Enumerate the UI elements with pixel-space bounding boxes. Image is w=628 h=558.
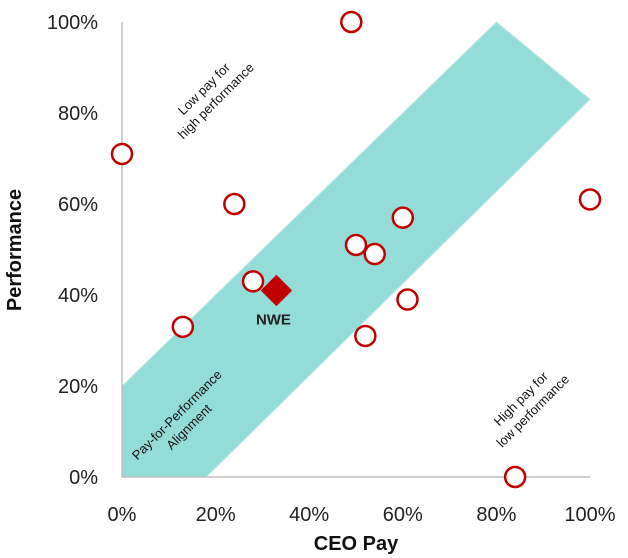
data-points: NWE bbox=[110, 10, 602, 489]
y-tick-label: 80% bbox=[58, 103, 98, 125]
x-tick-label: 80% bbox=[476, 504, 516, 526]
nwe-diamond-point bbox=[260, 274, 293, 307]
x-tick-label: 40% bbox=[289, 504, 329, 526]
peer-circle-point bbox=[396, 288, 419, 311]
peer-circle-point bbox=[391, 206, 415, 229]
y-tick-label: 100% bbox=[47, 12, 98, 34]
y-tick-label: 20% bbox=[58, 376, 98, 398]
peer-circle-point bbox=[241, 270, 265, 293]
peer-circle-point bbox=[363, 242, 386, 266]
y-tick-label: 0% bbox=[69, 467, 98, 489]
x-tick-label: 0% bbox=[108, 504, 137, 526]
peer-circle-point bbox=[503, 465, 527, 489]
y-axis-title: Performance bbox=[4, 189, 26, 311]
peer-circle-point bbox=[344, 233, 368, 257]
x-tick-label: 60% bbox=[383, 504, 423, 526]
peer-circle-point bbox=[223, 192, 246, 216]
peer-circle-point bbox=[354, 324, 377, 348]
peer-circle-point bbox=[110, 142, 134, 166]
peer-circle-point bbox=[171, 315, 195, 339]
peer-circle-point bbox=[578, 188, 602, 211]
x-axis-title: CEO Pay bbox=[314, 533, 399, 555]
x-tick-labels: 0% 20% 40% 60% 80% 100% bbox=[108, 504, 616, 526]
x-tick-label: 100% bbox=[564, 504, 615, 526]
y-tick-label: 60% bbox=[58, 194, 98, 216]
nwe-point-label: NWE bbox=[256, 311, 291, 328]
y-tick-label: 40% bbox=[58, 285, 98, 307]
x-tick-label: 20% bbox=[196, 504, 236, 526]
y-tick-labels: 0% 20% 40% 60% 80% 100% bbox=[47, 12, 98, 489]
peer-circle-point bbox=[340, 10, 363, 34]
